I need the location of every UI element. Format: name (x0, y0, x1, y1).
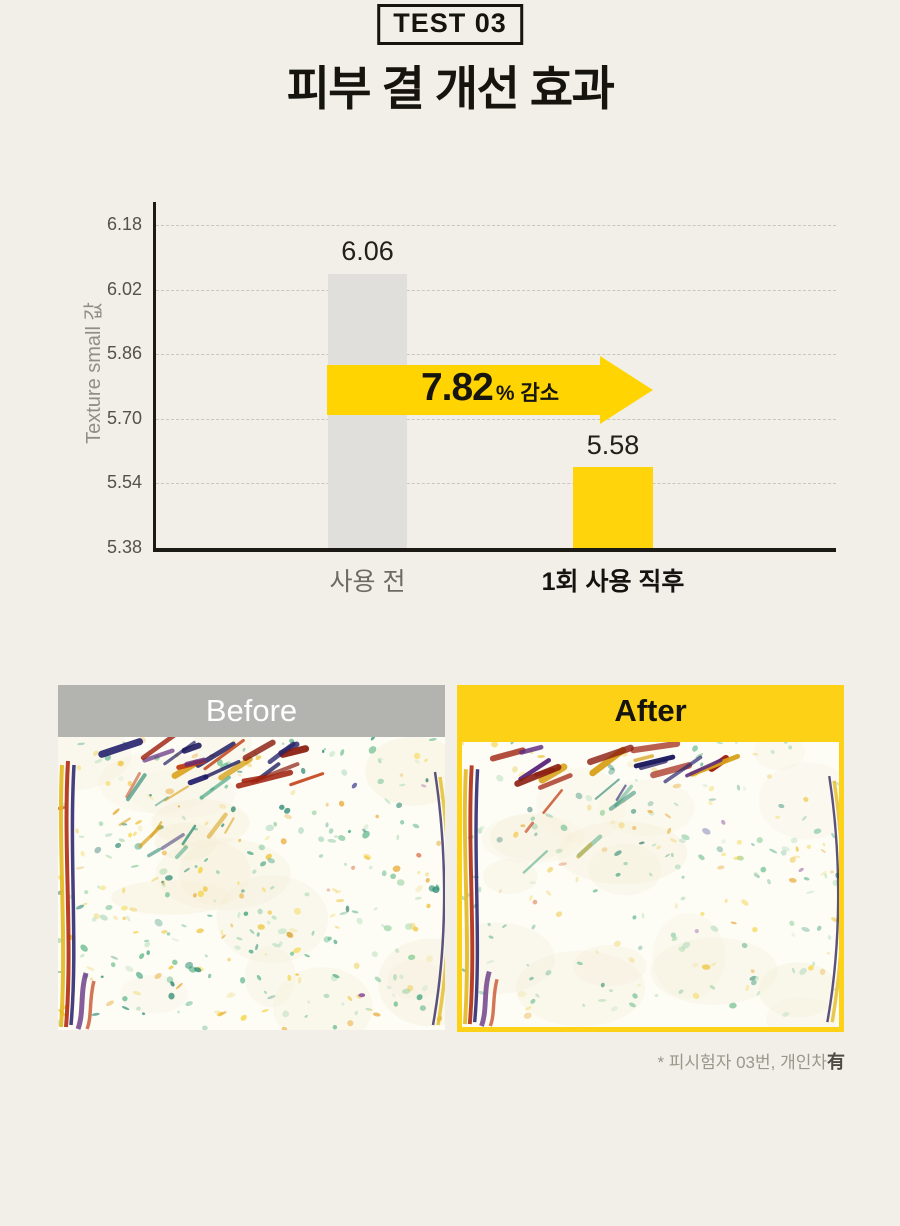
test-badge: TEST 03 (377, 4, 523, 45)
before-image (58, 737, 445, 1030)
y-tick-label: 5.70 (106, 407, 142, 428)
skin-texture-graphic (58, 737, 445, 1030)
decrease-annotation: 7.82% 감소 (322, 352, 658, 422)
footnote-text: * 피시험자 03번, 개인차 (657, 1053, 827, 1072)
y-tick-label: 5.38 (106, 537, 142, 557)
bar-value-label: 5.58 (586, 430, 640, 461)
after-header: After (457, 685, 844, 737)
skin-bg (58, 737, 445, 1030)
skin-bg (462, 742, 839, 1027)
decrease-arrow-icon (327, 356, 653, 424)
y-tick-label: 6.02 (106, 278, 142, 299)
skin-texture-graphic (462, 742, 839, 1027)
bar-after (573, 467, 653, 548)
gridline (156, 225, 836, 226)
before-after-panels: Before After (58, 685, 844, 1032)
after-image (457, 737, 844, 1032)
footnote-emphasis: 有 (827, 1052, 845, 1072)
before-panel: Before (58, 685, 445, 1032)
bar-before (328, 273, 407, 548)
gridline (156, 354, 836, 356)
gridline (156, 289, 836, 291)
gridline (156, 418, 836, 420)
y-tick-label: 5.54 (106, 472, 142, 493)
page-title: 피부 결 개선 효과 (286, 62, 615, 115)
x-category-label: 사용 전 (329, 568, 406, 596)
y-tick-label: 5.86 (106, 343, 142, 364)
y-tick-label: 6.18 (106, 214, 142, 234)
x-axis-line (153, 548, 836, 552)
decrease-suffix: % 감소 (495, 382, 560, 405)
footnote: * 피시험자 03번, 개인차有 (657, 1048, 845, 1074)
y-axis-line (153, 202, 156, 549)
x-category-label: 1회 사용 직후 (541, 568, 685, 596)
gridline (156, 483, 836, 485)
y-axis-label: Texture small 값 (83, 302, 105, 444)
after-panel: After (457, 685, 844, 1032)
before-header: Before (58, 685, 445, 737)
bar-value-label: 6.06 (341, 236, 394, 267)
decrease-value: 7.82 (420, 366, 494, 409)
